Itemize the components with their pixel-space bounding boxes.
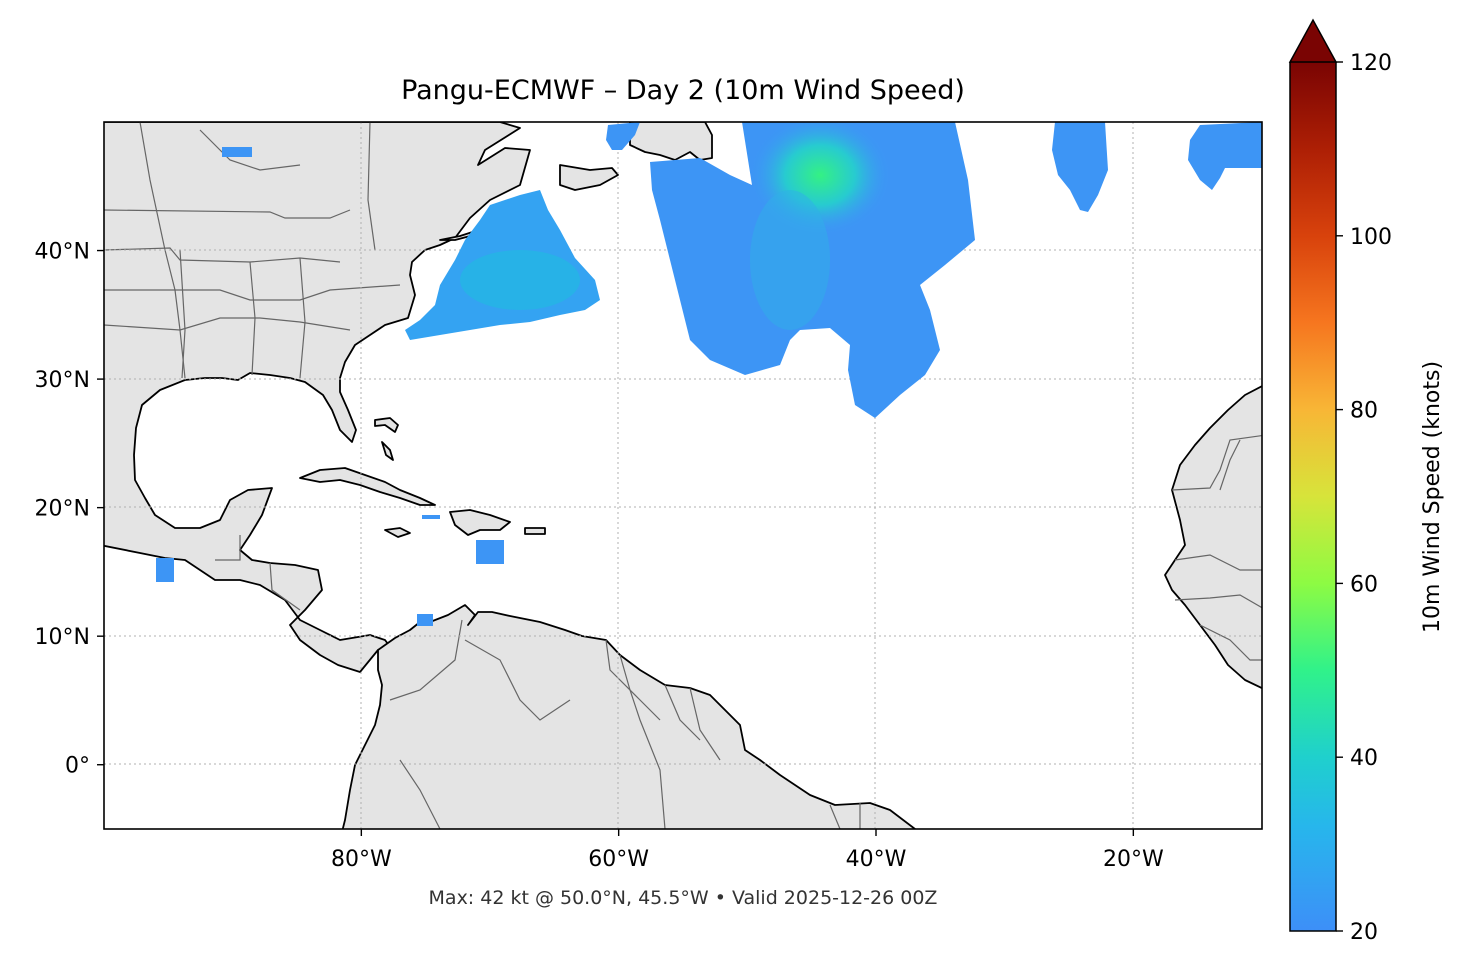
newfoundland-landmass (629, 122, 713, 161)
colorbar-tick-label: 20 (1350, 920, 1378, 945)
wind-patch-pacific-mexico (156, 558, 174, 582)
lat-tick-label: 0° (65, 754, 90, 779)
lat-tick-label: 40°N (35, 240, 90, 265)
hispaniola-landmass (449, 509, 511, 536)
map-frame (103, 121, 1263, 830)
south-america-landmass (341, 604, 916, 829)
wind-patch-newfoundland (606, 122, 640, 150)
footer-caption: Max: 42 kt @ 50.0°N, 45.5°W • Valid 2025… (429, 887, 938, 909)
colorbar-gradient (1290, 62, 1336, 931)
wind-patch-north-center (1052, 122, 1108, 212)
latitude-ticks: 40°N 30°N 20°N 10°N 0° (35, 240, 104, 779)
colorbar-tick-label: 80 (1350, 399, 1378, 424)
lon-tick-label: 20°W (1103, 847, 1164, 872)
cuba-landmass (299, 467, 436, 506)
north-america-landmass (104, 122, 531, 673)
wind-patch-caribbean (476, 540, 504, 564)
land-layer (104, 122, 1262, 829)
map-title: Pangu-ECMWF – Day 2 (10m Wind Speed) (401, 75, 965, 106)
graticule (104, 122, 1262, 829)
wind-patch-hudson (222, 147, 252, 157)
bahamas-landmass-small (381, 441, 394, 461)
longitude-ticks: 80°W 60°W 40°W 20°W (331, 829, 1164, 872)
colorbar-label: 10m Wind Speed (knots) (1420, 361, 1445, 633)
lon-tick-label: 60°W (588, 847, 649, 872)
colorbar-frame (1289, 62, 1337, 932)
nova-scotia-landmass (559, 164, 619, 191)
colorbar: 20 40 60 80 100 120 10m Wind Speed (knots) (1288, 18, 1445, 945)
puerto-rico-landmass (524, 527, 546, 535)
lat-tick-label: 20°N (35, 497, 90, 522)
colorbar-ticks: 20 40 60 80 100 120 (1336, 51, 1392, 945)
colorbar-tick-label: 60 (1350, 572, 1378, 597)
lat-tick-label: 10°N (35, 625, 90, 650)
wind-patch-cayman (422, 515, 440, 519)
jamaica-landmass (384, 527, 411, 538)
colorbar-tick-label: 40 (1350, 746, 1378, 771)
bahamas-landmass (374, 417, 399, 433)
border-lines (104, 122, 1262, 829)
wind-patch-northeast (1188, 122, 1262, 190)
lon-tick-label: 80°W (331, 847, 392, 872)
wind-patch-colombia (417, 614, 433, 626)
wind-speed-layer (156, 122, 1262, 626)
map-area (104, 122, 1262, 829)
colorbar-tick-label: 100 (1350, 225, 1392, 250)
colorbar-extend-arrow (1288, 18, 1338, 63)
colorbar-tick-label: 120 (1350, 51, 1392, 76)
lon-tick-label: 40°W (846, 847, 907, 872)
lat-tick-label: 30°N (35, 368, 90, 393)
